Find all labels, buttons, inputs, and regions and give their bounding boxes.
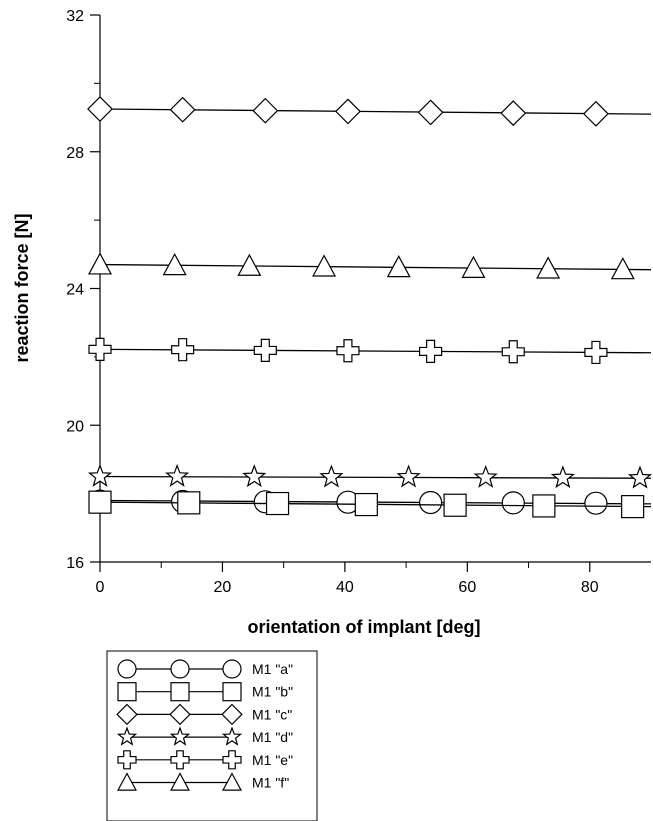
legend-label: M1 "e" xyxy=(252,752,293,768)
legend-entry: M1 "b" xyxy=(117,682,293,702)
legend-cross-marker xyxy=(117,750,137,770)
legend-label: M1 "b" xyxy=(252,684,293,700)
x-axis-title: orientation of implant [deg] xyxy=(248,617,481,637)
y-axis-title: reaction force [N] xyxy=(12,213,32,362)
diamond-marker xyxy=(417,99,444,126)
x-tick-label: 40 xyxy=(336,579,354,596)
series-line xyxy=(99,263,652,271)
legend-circle-marker xyxy=(170,659,190,679)
legend-entry: M1 "c" xyxy=(116,703,292,726)
square-marker xyxy=(88,490,112,514)
diamond-marker xyxy=(582,100,609,127)
square-marker xyxy=(443,493,467,517)
triangle-marker xyxy=(312,254,337,277)
y-ticks: 16 20 24 28 32 xyxy=(66,8,100,572)
cross-marker xyxy=(336,339,360,363)
square-marker xyxy=(265,491,290,516)
cross-marker xyxy=(584,340,608,365)
triangle-marker xyxy=(536,256,561,279)
star-marker xyxy=(627,465,653,489)
series-square xyxy=(88,490,652,519)
y-tick-label: 16 xyxy=(66,555,84,572)
y-tick-label: 32 xyxy=(66,8,84,25)
series-layer xyxy=(87,96,653,519)
legend-box xyxy=(106,650,318,821)
series-triangle xyxy=(87,252,652,280)
legend-diamond-marker xyxy=(221,703,243,726)
legend-cross-marker xyxy=(222,750,242,770)
x-tick-label: 20 xyxy=(214,579,232,596)
legend-star-marker xyxy=(169,726,191,746)
series-star xyxy=(87,463,653,489)
legend-label: M1 "c" xyxy=(252,706,292,722)
y-tick-label: 20 xyxy=(66,418,84,435)
plot-area: 16 20 24 28 32 0 20 40 60 80 xyxy=(66,8,653,596)
cross-marker xyxy=(501,340,525,364)
square-marker xyxy=(621,495,645,519)
y-tick-label: 24 xyxy=(66,282,84,299)
star-marker xyxy=(550,465,575,489)
legend-triangle-marker xyxy=(221,772,243,791)
x-tick-label: 0 xyxy=(96,579,105,596)
legend-label: M1 "f" xyxy=(252,775,289,791)
circle-marker xyxy=(501,491,525,515)
x-ticks: 0 20 40 60 80 xyxy=(96,562,599,596)
legend-circle-marker xyxy=(117,659,137,679)
legend-label: M1 "d" xyxy=(252,729,293,745)
legend-star-marker xyxy=(116,726,138,746)
series-diamond xyxy=(87,96,652,127)
star-marker xyxy=(396,464,421,488)
triangle-marker xyxy=(386,255,411,278)
star-marker xyxy=(87,463,113,487)
circle-marker xyxy=(584,491,608,515)
legend-entry: M1 "d" xyxy=(116,726,293,746)
diamond-marker xyxy=(252,97,279,124)
square-marker xyxy=(354,492,378,517)
legend-items: M1 "a" M1 "b" M1 "c" M1 "d" M1 "e" M1 "f" xyxy=(116,659,293,791)
legend-diamond-marker xyxy=(169,703,191,726)
diamond-marker xyxy=(500,100,527,127)
triangle-marker xyxy=(610,257,635,280)
legend-star-marker xyxy=(221,726,243,746)
legend-entry: M1 "a" xyxy=(117,659,293,679)
legend-entry: M1 "e" xyxy=(117,750,293,770)
star-marker xyxy=(242,464,267,488)
star-marker xyxy=(165,463,190,487)
triangle-marker xyxy=(87,252,113,275)
cross-marker xyxy=(171,338,195,362)
triangle-marker xyxy=(461,255,486,278)
legend-triangle-marker xyxy=(116,772,138,791)
legend-triangle-marker xyxy=(169,772,191,791)
square-marker xyxy=(177,491,201,515)
cross-marker xyxy=(88,337,112,361)
diamond-marker xyxy=(87,96,113,122)
legend-cross-marker xyxy=(170,750,190,770)
cross-marker xyxy=(419,339,443,363)
star-marker xyxy=(473,464,498,488)
triangle-marker xyxy=(162,252,187,276)
legend-circle-marker xyxy=(222,659,242,679)
legend-diamond-marker xyxy=(116,703,138,726)
legend-entry: M1 "f" xyxy=(116,772,289,791)
diamond-marker xyxy=(169,96,196,123)
circle-marker xyxy=(419,490,443,515)
y-tick-label: 28 xyxy=(66,145,84,162)
legend-square-marker xyxy=(222,682,242,702)
legend-square-marker xyxy=(170,682,190,702)
legend-label: M1 "a" xyxy=(252,661,293,677)
x-tick-label: 80 xyxy=(581,579,599,596)
legend-square-marker xyxy=(117,682,137,702)
series-cross xyxy=(88,337,652,365)
star-marker xyxy=(319,464,344,488)
cross-marker xyxy=(253,338,277,362)
square-marker xyxy=(532,494,556,518)
diamond-marker xyxy=(335,98,361,125)
triangle-marker xyxy=(237,253,262,276)
legend: M1 "a" M1 "b" M1 "c" M1 "d" M1 "e" M1 "f" xyxy=(106,650,318,821)
x-tick-label: 60 xyxy=(458,579,476,596)
